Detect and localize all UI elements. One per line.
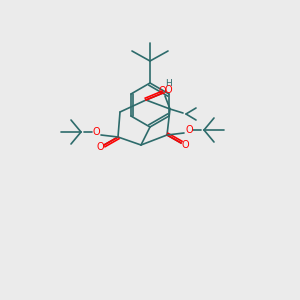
Text: O: O	[185, 125, 193, 135]
Text: O: O	[164, 85, 172, 95]
Text: H: H	[165, 79, 171, 88]
Text: O: O	[181, 140, 189, 150]
Text: O: O	[96, 142, 104, 152]
Text: O: O	[92, 127, 100, 137]
Text: O: O	[158, 86, 166, 96]
